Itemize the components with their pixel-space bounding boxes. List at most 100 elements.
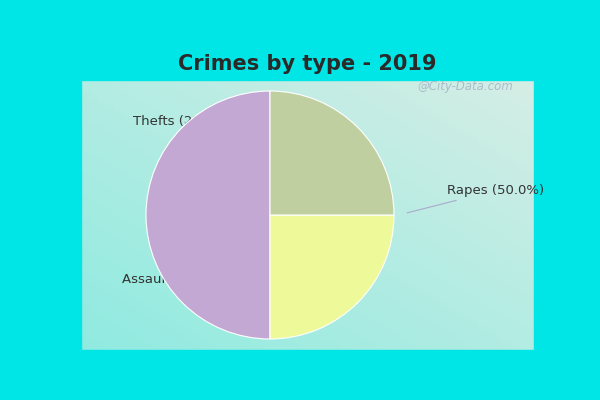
Bar [184,172,192,177]
Bar [393,172,401,177]
Bar [152,300,161,306]
Bar [424,167,432,172]
Bar [222,144,231,149]
Bar [184,204,192,209]
Bar [393,93,401,99]
Bar [493,314,502,319]
Bar [300,194,308,200]
Bar [346,204,355,209]
Bar [75,84,83,90]
Bar [493,328,502,333]
Bar [114,314,122,319]
Bar [362,172,370,177]
Bar [532,98,541,103]
Bar [145,222,153,227]
Bar [431,102,440,108]
Bar [308,181,316,186]
Bar [98,89,107,94]
Bar [416,181,425,186]
Bar [207,286,215,292]
Bar [176,199,184,204]
Bar [215,277,223,282]
Bar [401,305,409,310]
Bar [517,332,525,338]
Bar [393,250,401,255]
Bar [253,332,262,338]
Bar [106,172,115,177]
Bar [509,259,518,264]
Bar [486,144,494,149]
Bar [509,84,518,90]
Bar [470,93,479,99]
Bar [284,314,293,319]
Bar [284,181,293,186]
Bar [331,245,339,250]
Bar [424,204,432,209]
Bar [338,268,347,273]
Bar [308,351,316,356]
Bar [346,98,355,103]
Bar [377,263,386,269]
Bar [431,139,440,145]
Bar [129,300,138,306]
Bar [129,305,138,310]
Bar [532,300,541,306]
Bar [215,102,223,108]
Bar [401,346,409,352]
Bar [83,346,91,352]
Bar [424,98,432,103]
Bar [447,296,455,301]
Bar [75,291,83,296]
Bar [145,167,153,172]
Bar [385,259,394,264]
Bar [331,286,339,292]
Bar [463,144,471,149]
Bar [160,181,169,186]
Bar [478,172,487,177]
Bar [75,102,83,108]
Bar [176,291,184,296]
Bar [129,130,138,136]
Bar [191,318,200,324]
Bar [408,116,417,122]
Bar [98,116,107,122]
Bar [424,158,432,163]
Bar [463,98,471,103]
Bar [98,93,107,99]
Bar [431,84,440,90]
Bar [486,282,494,287]
Bar [277,116,285,122]
Bar [292,158,301,163]
Bar [152,116,161,122]
Bar [199,272,208,278]
Bar [486,213,494,218]
Bar [222,259,231,264]
Bar [463,277,471,282]
Bar [277,153,285,158]
Bar [145,139,153,145]
Bar [493,93,502,99]
Bar [416,93,425,99]
Bar [323,204,332,209]
Bar [455,213,463,218]
Bar [439,181,448,186]
Bar [517,139,525,145]
Bar [207,282,215,287]
Bar [447,305,455,310]
Bar [463,172,471,177]
Bar [338,250,347,255]
Bar [354,300,362,306]
Bar [385,190,394,195]
Bar [261,305,269,310]
Bar [338,346,347,352]
Bar [509,291,518,296]
Bar [145,199,153,204]
Bar [424,236,432,241]
Bar [323,263,332,269]
Bar [238,282,246,287]
Bar [323,199,332,204]
Bar [284,236,293,241]
Bar [393,245,401,250]
Bar [346,208,355,214]
Bar [215,204,223,209]
